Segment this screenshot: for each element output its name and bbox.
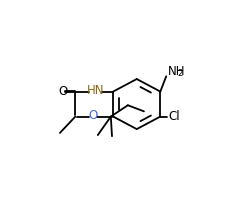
Text: Cl: Cl [169, 110, 180, 123]
Text: 2: 2 [177, 69, 183, 78]
Text: NH: NH [167, 65, 185, 78]
Text: O: O [58, 85, 67, 98]
Text: HN: HN [87, 84, 104, 97]
Text: O: O [89, 110, 98, 122]
